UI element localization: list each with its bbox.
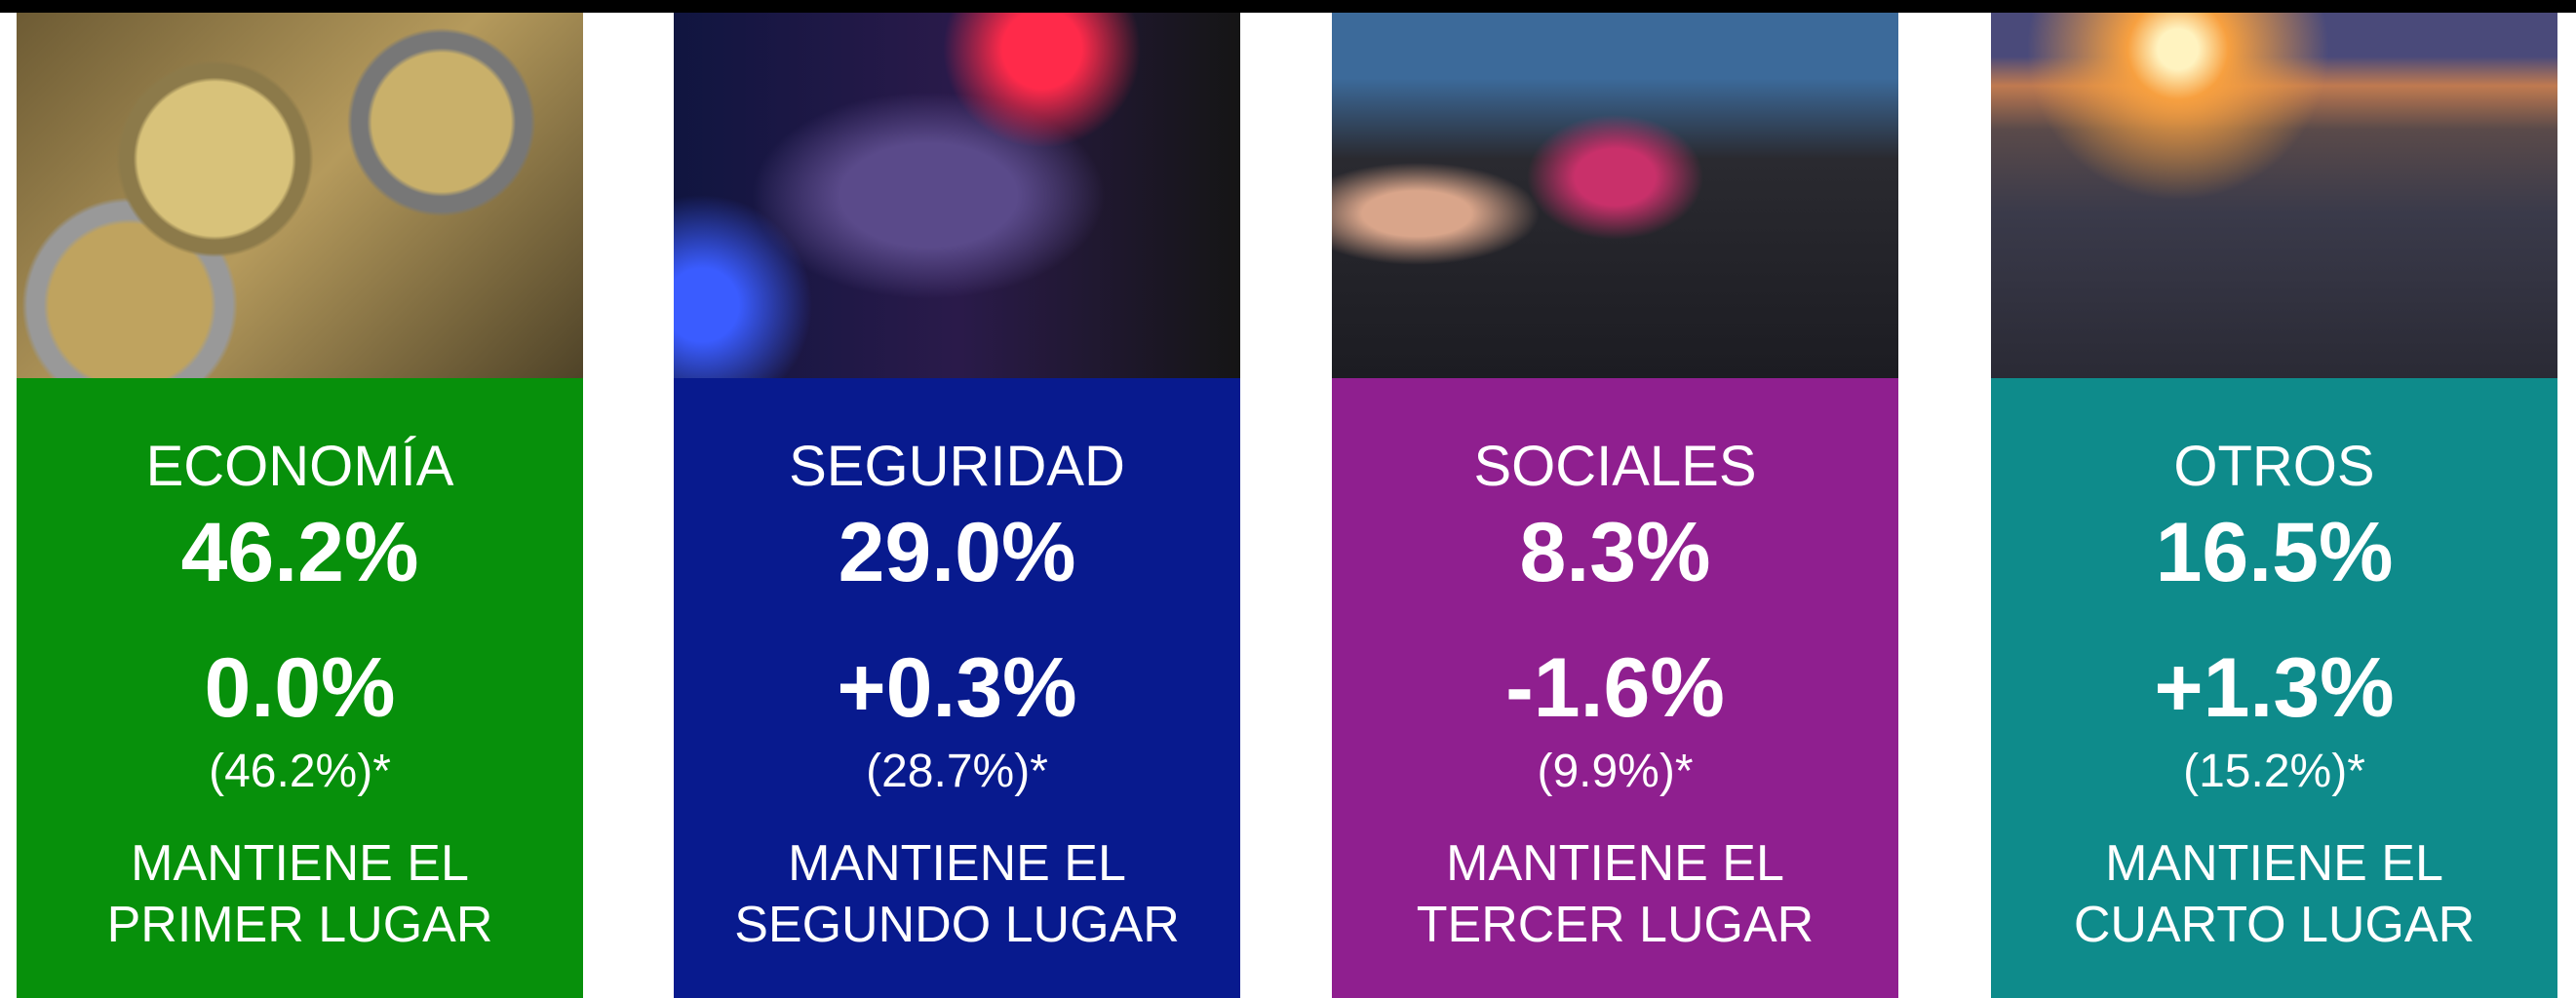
status-line: CUARTO LUGAR bbox=[2073, 897, 2476, 953]
card: OTROS 16.5% +1.3% (15.2%)* MANTIENE EL CUARTO… bbox=[1991, 13, 2557, 998]
photo bbox=[674, 13, 1240, 378]
panel: OTROS 16.5% +1.3% (15.2%)* MANTIENE EL CUARTO… bbox=[1991, 378, 2557, 998]
change: 0.0% bbox=[204, 641, 396, 735]
share: 8.3% bbox=[1519, 506, 1711, 599]
change: +0.3% bbox=[837, 641, 1077, 735]
panel: SEGURIDAD 29.0% +0.3% (28.7%)* MANTIENE EL SE… bbox=[674, 378, 1240, 998]
card: ECONOMÍA 46.2% 0.0% (46.2%)* MANTIENE EL PRIM… bbox=[17, 13, 583, 998]
photo bbox=[17, 13, 583, 378]
share: 46.2% bbox=[180, 506, 419, 599]
previous: (15.2%)* bbox=[2183, 746, 2365, 797]
category: ECONOMÍA bbox=[145, 435, 454, 498]
photo bbox=[1991, 13, 2557, 378]
share: 29.0% bbox=[838, 506, 1076, 599]
panel: SOCIALES 8.3% -1.6% (9.9%)* MANTIENE EL TERCE… bbox=[1332, 378, 1898, 998]
top-bar bbox=[0, 0, 2576, 13]
status-line: MANTIENE EL bbox=[1446, 835, 1784, 892]
category: OTROS bbox=[2173, 435, 2375, 498]
previous: (28.7%)* bbox=[866, 746, 1048, 797]
change: +1.3% bbox=[2154, 641, 2395, 735]
status-line: MANTIENE EL bbox=[2105, 835, 2443, 892]
status-line: MANTIENE EL bbox=[788, 835, 1126, 892]
card: SOCIALES 8.3% -1.6% (9.9%)* MANTIENE EL TERCE… bbox=[1332, 13, 1898, 998]
status-line: MANTIENE EL bbox=[131, 835, 469, 892]
card: SEGURIDAD 29.0% +0.3% (28.7%)* MANTIENE EL SE… bbox=[674, 13, 1240, 998]
category: SOCIALES bbox=[1473, 435, 1757, 498]
previous: (46.2%)* bbox=[209, 746, 391, 797]
category: SEGURIDAD bbox=[789, 435, 1125, 498]
panel: ECONOMÍA 46.2% 0.0% (46.2%)* MANTIENE EL PRIM… bbox=[17, 378, 583, 998]
photo bbox=[1332, 13, 1898, 378]
share: 16.5% bbox=[2155, 506, 2394, 599]
status-line: PRIMER LUGAR bbox=[106, 897, 493, 953]
previous: (9.9%)* bbox=[1537, 746, 1694, 797]
status-line: SEGUNDO LUGAR bbox=[734, 897, 1180, 953]
change: -1.6% bbox=[1505, 641, 1725, 735]
status-line: TERCER LUGAR bbox=[1416, 897, 1815, 953]
